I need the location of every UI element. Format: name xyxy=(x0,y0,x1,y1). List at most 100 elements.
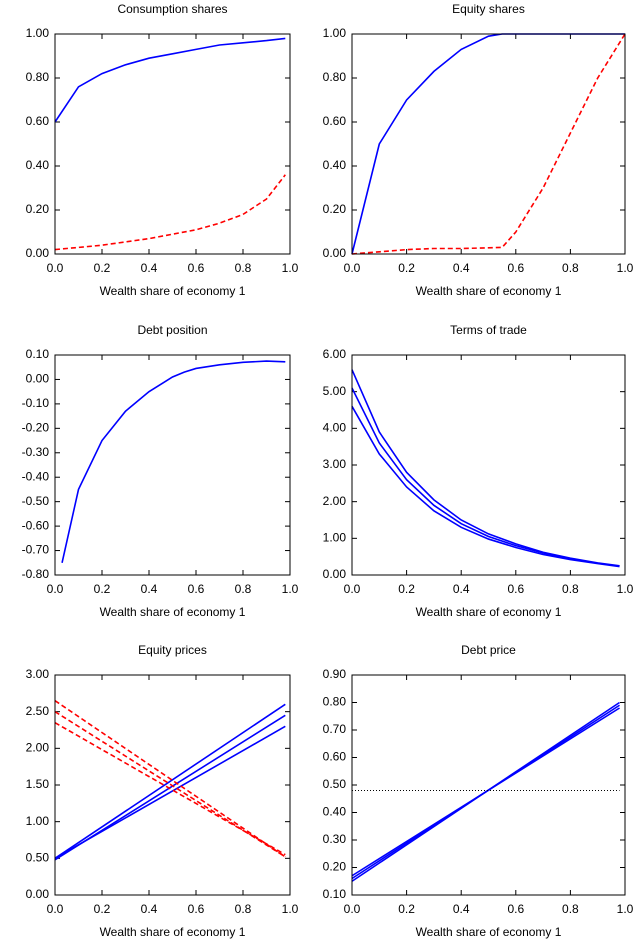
y-tick-label: 1.00 xyxy=(323,26,347,40)
plot-frame xyxy=(54,674,291,896)
plot-frame xyxy=(54,33,291,255)
y-tick-label: 0.90 xyxy=(323,667,347,681)
x-tick-label: 0.0 xyxy=(344,902,361,916)
x-tick-label: 0.8 xyxy=(235,582,252,596)
x-tick-label: 0.6 xyxy=(507,902,524,916)
y-tick-label: 5.00 xyxy=(323,384,347,398)
plot-frame xyxy=(351,674,626,896)
y-tick-label: 0.80 xyxy=(26,70,50,84)
x-tick-label: 0.8 xyxy=(562,902,579,916)
x-tick-label: 0.8 xyxy=(235,902,252,916)
chart-title: Debt price xyxy=(461,643,516,657)
plot-frame xyxy=(351,33,626,255)
x-tick-label: 0.6 xyxy=(188,582,205,596)
series-line xyxy=(61,360,286,563)
y-tick-label: 0.40 xyxy=(323,805,347,819)
y-tick-label: 1.00 xyxy=(323,531,347,545)
x-tick-label: 0.2 xyxy=(398,582,415,596)
plot-frame xyxy=(54,354,291,576)
series-line xyxy=(351,369,620,567)
y-tick-label: 0.00 xyxy=(323,567,347,581)
x-tick-label: 0.2 xyxy=(398,261,415,275)
x-tick-label: 0.0 xyxy=(344,582,361,596)
x-tick-label: 0.4 xyxy=(453,261,470,275)
x-tick-label: 0.4 xyxy=(141,261,158,275)
y-tick-label: 0.20 xyxy=(26,202,50,216)
x-tick-label: 0.2 xyxy=(94,261,111,275)
y-tick-label: 0.50 xyxy=(323,777,347,791)
series-line xyxy=(54,721,286,856)
y-tick-label: 0.00 xyxy=(26,246,50,260)
y-tick-label: 4.00 xyxy=(323,421,347,435)
x-tick-label: 0.6 xyxy=(507,582,524,596)
series-line xyxy=(351,33,626,255)
x-tick-label: 0.8 xyxy=(235,261,252,275)
x-tick-label: 1.0 xyxy=(282,261,299,275)
y-tick-label: 0.30 xyxy=(323,832,347,846)
x-tick-label: 1.0 xyxy=(617,902,634,916)
y-tick-label: -0.30 xyxy=(22,445,50,459)
x-tick-label: 0.6 xyxy=(188,902,205,916)
x-tick-label: 1.0 xyxy=(617,261,634,275)
y-tick-label: 0.70 xyxy=(323,722,347,736)
x-tick-label: 1.0 xyxy=(617,582,634,596)
series-line xyxy=(54,37,286,123)
y-tick-label: -0.10 xyxy=(22,396,50,410)
x-tick-label: 0.8 xyxy=(562,261,579,275)
y-tick-label: 0.00 xyxy=(323,246,347,260)
x-tick-label: 0.4 xyxy=(141,902,158,916)
x-axis-label: Wealth share of economy 1 xyxy=(416,925,562,939)
y-tick-label: 0.40 xyxy=(323,158,347,172)
y-tick-label: 0.80 xyxy=(323,695,347,709)
x-tick-label: 0.2 xyxy=(94,902,111,916)
y-tick-label: 0.10 xyxy=(26,347,50,361)
x-tick-label: 0.6 xyxy=(188,261,205,275)
chart-title: Equity shares xyxy=(452,2,525,16)
x-tick-label: 0.4 xyxy=(141,582,158,596)
y-tick-label: 2.00 xyxy=(323,494,347,508)
y-tick-label: 0.20 xyxy=(323,202,347,216)
y-tick-label: 0.00 xyxy=(26,372,50,386)
series-line xyxy=(54,174,286,251)
x-tick-label: 0.4 xyxy=(453,902,470,916)
x-axis-label: Wealth share of economy 1 xyxy=(416,605,562,619)
y-tick-label: 0.20 xyxy=(323,860,347,874)
x-tick-label: 1.0 xyxy=(282,902,299,916)
x-axis-label: Wealth share of economy 1 xyxy=(100,284,246,298)
y-tick-label: -0.40 xyxy=(22,469,50,483)
chart-title: Terms of trade xyxy=(450,323,527,337)
y-tick-label: 3.00 xyxy=(323,457,347,471)
chart-title: Equity prices xyxy=(138,643,207,657)
y-tick-label: 2.00 xyxy=(26,741,50,755)
x-tick-label: 0.2 xyxy=(398,902,415,916)
series-line xyxy=(351,387,620,567)
series-line xyxy=(54,703,286,859)
x-tick-label: 0.0 xyxy=(344,261,361,275)
y-tick-label: 0.10 xyxy=(323,887,347,901)
series-line xyxy=(351,33,625,255)
x-tick-label: 0.2 xyxy=(94,582,111,596)
y-tick-label: 0.60 xyxy=(26,114,50,128)
x-tick-label: 0.0 xyxy=(47,902,64,916)
y-tick-label: 0.60 xyxy=(323,114,347,128)
y-tick-label: 3.00 xyxy=(26,667,50,681)
x-tick-label: 0.6 xyxy=(507,261,524,275)
x-axis-label: Wealth share of economy 1 xyxy=(100,925,246,939)
x-axis-label: Wealth share of economy 1 xyxy=(100,605,246,619)
y-tick-label: 6.00 xyxy=(323,347,347,361)
y-tick-label: -0.50 xyxy=(22,494,50,508)
y-tick-label: 0.60 xyxy=(323,750,347,764)
plot-frame xyxy=(351,354,626,576)
x-tick-label: 1.0 xyxy=(282,582,299,596)
x-tick-label: 0.0 xyxy=(47,261,64,275)
y-tick-label: -0.70 xyxy=(22,543,50,557)
y-tick-label: -0.20 xyxy=(22,421,50,435)
y-tick-label: 1.50 xyxy=(26,777,50,791)
series-line xyxy=(54,714,286,861)
y-tick-label: 1.00 xyxy=(26,814,50,828)
y-tick-label: 0.40 xyxy=(26,158,50,172)
x-axis-label: Wealth share of economy 1 xyxy=(416,284,562,298)
series-line xyxy=(54,700,286,858)
x-tick-label: 0.0 xyxy=(47,582,64,596)
